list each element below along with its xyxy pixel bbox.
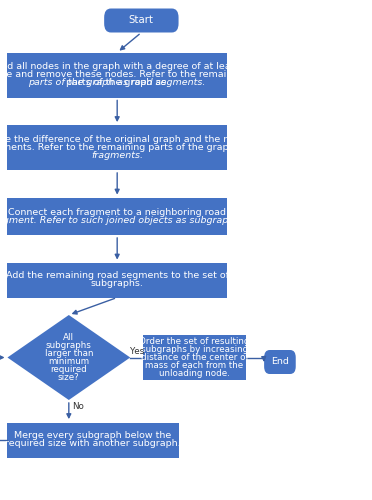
Text: larger than: larger than — [45, 349, 93, 358]
Bar — [7, 422, 179, 458]
Text: parts of the graph as ‪road segments‬.: parts of the graph as ‪road segments‬. — [29, 78, 206, 88]
Bar — [7, 52, 227, 98]
Text: Yes: Yes — [129, 347, 144, 356]
Text: Start: Start — [129, 16, 154, 26]
Bar — [7, 125, 227, 170]
Bar — [143, 335, 246, 380]
Text: Take the difference of the original graph and the road: Take the difference of the original grap… — [0, 135, 244, 144]
Text: required size with another subgraph.: required size with another subgraph. — [5, 440, 181, 448]
Text: No: No — [72, 402, 84, 411]
Text: subgraphs: subgraphs — [46, 341, 92, 350]
Text: mass of each from the: mass of each from the — [145, 361, 243, 370]
Text: segment. Refer to such joined objects as subgraphs.: segment. Refer to such joined objects as… — [0, 216, 242, 225]
Text: Connect each fragment to a neighboring road: Connect each fragment to a neighboring r… — [8, 208, 226, 217]
Text: Order the set of resulting: Order the set of resulting — [139, 337, 250, 346]
FancyBboxPatch shape — [264, 350, 296, 374]
Text: Find all nodes in the graph with a degree of at least: Find all nodes in the graph with a degre… — [0, 62, 240, 72]
Text: fragments.: fragments. — [91, 151, 143, 160]
Text: All: All — [63, 333, 74, 342]
Text: distance of the center of: distance of the center of — [141, 353, 248, 362]
Polygon shape — [7, 315, 130, 400]
Text: subgraphs.: subgraphs. — [91, 280, 144, 288]
Text: size?: size? — [58, 373, 80, 382]
Text: subgraphs by increasing: subgraphs by increasing — [141, 345, 248, 354]
Text: required: required — [51, 365, 87, 374]
Text: minimum: minimum — [48, 357, 89, 366]
Text: three and remove these nodes. Refer to the remaining: three and remove these nodes. Refer to t… — [0, 70, 247, 80]
Text: End: End — [271, 358, 289, 366]
Text: Add the remaining road segments to the set of: Add the remaining road segments to the s… — [6, 272, 229, 280]
Text: segments. Refer to the remaining parts of the graph as: segments. Refer to the remaining parts o… — [0, 143, 249, 152]
Text: Merge every subgraph below the: Merge every subgraph below the — [15, 432, 171, 440]
Bar — [7, 198, 227, 235]
Text: unloading node.: unloading node. — [159, 369, 230, 378]
Text: parts of the graph as: parts of the graph as — [65, 78, 169, 88]
Bar — [7, 262, 227, 298]
FancyBboxPatch shape — [104, 8, 179, 32]
